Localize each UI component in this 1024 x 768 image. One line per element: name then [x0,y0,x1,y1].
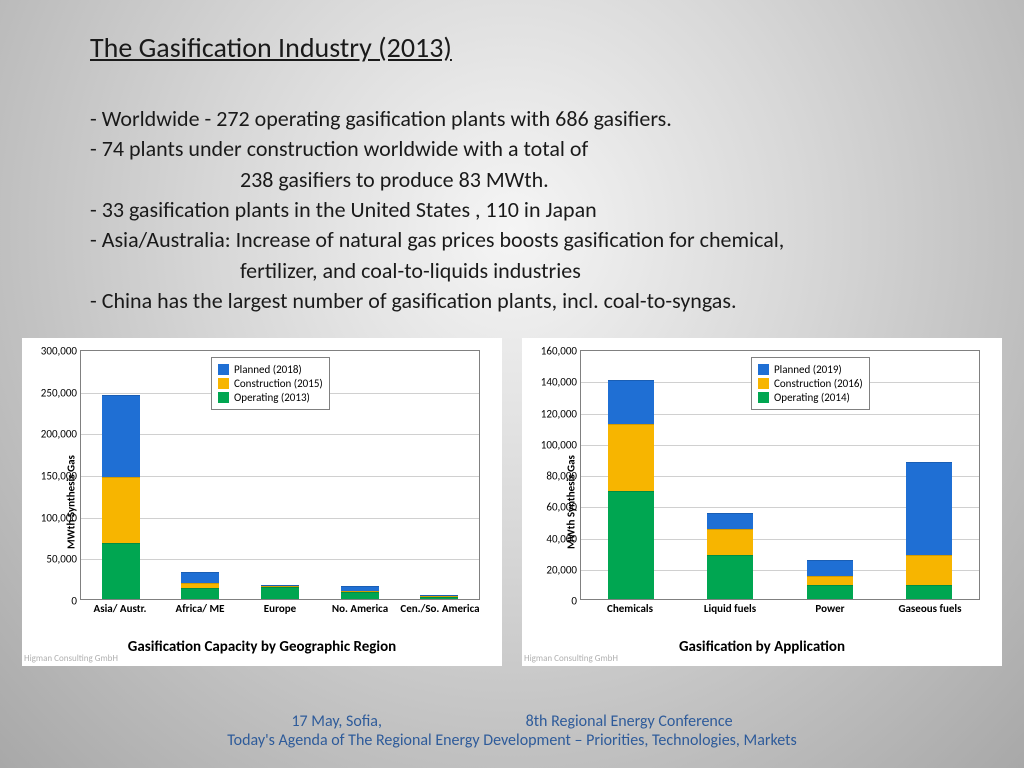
footer-conf: 8th Regional Energy Conference [526,712,733,731]
bar-group [420,595,458,600]
bar-segment [608,491,654,599]
plot-area: 050,000100,000150,000200,000250,000300,0… [80,350,480,600]
y-tick: 20,000 [546,563,581,576]
bar-group [707,513,753,599]
legend-label: Construction (2016) [774,377,863,390]
legend-item: Operating (2014) [758,391,863,404]
y-tick: 140,000 [541,376,581,389]
footer-agenda: Today's Agenda of The Regional Energy De… [0,731,1024,750]
legend-item: Operating (2013) [218,391,323,404]
bullet-line: - China has the largest number of gasifi… [90,286,950,316]
y-tick: 160,000 [541,345,581,358]
bar-group [906,462,952,600]
slide-footer: 17 May, Sofia, 8th Regional Energy Confe… [0,712,1024,750]
bar-group [261,585,299,599]
bar-segment [906,462,952,556]
legend-label: Planned (2019) [774,363,842,376]
legend-swatch [758,364,769,375]
bar-segment [341,592,379,599]
legend-item: Construction (2016) [758,377,863,390]
bar-segment [707,513,753,529]
x-labels: ChemicalsLiquid fuelsPowerGaseous fuels [580,603,980,615]
bar-segment [181,588,219,599]
bar-group [102,395,140,599]
x-tick: Gaseous fuels [880,603,980,615]
x-tick: Africa/ ME [160,603,240,615]
bar-segment [608,424,654,491]
legend-label: Planned (2018) [234,363,302,376]
bar-segment [102,543,140,599]
bar-group [341,586,379,599]
y-tick: 100,000 [541,438,581,451]
chart-credit: Higman Consulting GmbH [524,653,618,664]
legend-label: Construction (2015) [234,377,323,390]
legend-label: Operating (2014) [774,391,850,404]
x-tick: Cen./So. America [400,603,480,615]
bar-segment [807,585,853,599]
x-labels: Asia/ Austr.Africa/ MEEuropeNo. AmericaC… [80,603,480,615]
bullet-list: - Worldwide - 272 operating gasification… [90,104,950,317]
legend-swatch [218,378,229,389]
bar-group [181,572,219,599]
y-tick: 100,000 [41,511,81,524]
chart-application: MWth Synthesis Gas020,00040,00060,00080,… [522,338,1002,666]
bar-segment [707,555,753,599]
chart-credit: Higman Consulting GmbH [24,653,118,664]
bullet-line: fertilizer, and coal-to-liquids industri… [90,256,950,286]
legend-swatch [218,392,229,403]
y-tick: 60,000 [546,501,581,514]
legend-item: Construction (2015) [218,377,323,390]
y-tick: 50,000 [46,553,81,566]
y-tick: 120,000 [541,407,581,420]
chart-region: MWth Synthesis Gas050,000100,000150,0002… [22,338,502,666]
bar-segment [181,572,219,584]
bar-segment [906,555,952,585]
x-tick: Liquid fuels [680,603,780,615]
y-tick: 300,000 [41,345,81,358]
bar-segment [608,380,654,424]
x-tick: Europe [240,603,320,615]
bar-segment [420,597,458,600]
bullet-line: 238 gasifiers to produce 83 MWth. [90,165,950,195]
charts-row: MWth Synthesis Gas050,000100,000150,0002… [22,338,1002,666]
bullet-line: - Worldwide - 272 operating gasification… [90,104,950,134]
legend-label: Operating (2013) [234,391,310,404]
legend: Planned (2018)Construction (2015)Operati… [211,357,330,410]
bar-group [608,380,654,599]
y-tick: 40,000 [546,532,581,545]
legend-swatch [758,378,769,389]
y-tick: 200,000 [41,428,81,441]
x-tick: Asia/ Austr. [80,603,160,615]
x-tick: Power [780,603,880,615]
bullet-line: - 74 plants under construction worldwide… [90,134,950,164]
x-tick: No. America [320,603,400,615]
y-tick: 250,000 [41,386,81,399]
plot-area: 020,00040,00060,00080,000100,000120,0001… [580,350,980,600]
bar-segment [807,560,853,576]
footer-date: 17 May, Sofia, [291,712,382,731]
page-title: The Gasification Industry (2013) [90,30,452,65]
y-tick: 80,000 [546,470,581,483]
y-tick: 150,000 [41,470,81,483]
bullet-line: - 33 gasification plants in the United S… [90,195,950,225]
legend-swatch [218,364,229,375]
bullet-line: - Asia/Australia: Increase of natural ga… [90,225,950,255]
x-tick: Chemicals [580,603,680,615]
bar-segment [906,585,952,599]
bar-segment [102,395,140,477]
bar-segment [707,529,753,556]
bar-group [807,560,853,599]
legend: Planned (2019)Construction (2016)Operati… [751,357,870,410]
bar-segment [261,587,299,599]
bar-segment [807,576,853,585]
legend-swatch [758,392,769,403]
legend-item: Planned (2019) [758,363,863,376]
bar-segment [102,477,140,544]
legend-item: Planned (2018) [218,363,323,376]
